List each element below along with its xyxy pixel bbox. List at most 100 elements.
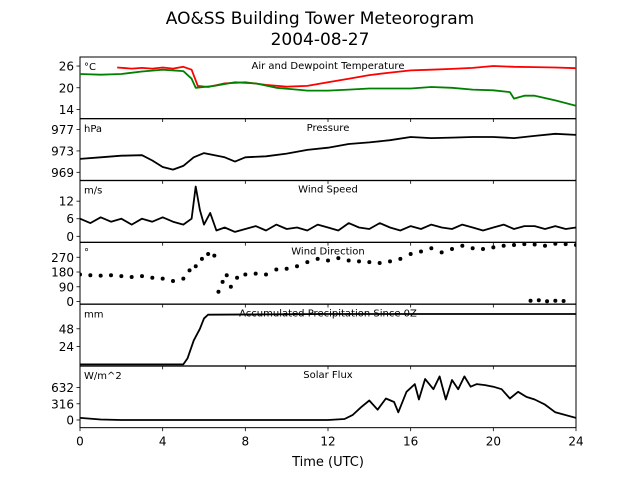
data-point <box>295 264 299 269</box>
data-point <box>528 298 533 303</box>
y-tick-label: 969 <box>51 166 74 180</box>
y-tick-label: 977 <box>51 123 74 137</box>
data-point <box>439 250 444 255</box>
y-tick-label: 20 <box>59 81 74 95</box>
y-tick-label: 24 <box>59 340 74 354</box>
data-point <box>326 258 330 263</box>
panel-unit-label: m/s <box>84 186 102 197</box>
y-tick-label: 316 <box>51 397 74 411</box>
data-point <box>171 279 175 284</box>
data-point <box>315 256 320 261</box>
data-point <box>346 258 351 263</box>
figure-title: AO&SS Building Tower Meteorogram <box>166 9 474 29</box>
data-point <box>512 242 516 247</box>
data-point <box>160 276 165 281</box>
data-point <box>481 247 485 252</box>
data-point <box>419 249 423 254</box>
data-point <box>408 251 413 256</box>
data-point <box>429 246 434 251</box>
x-tick-label: 24 <box>568 435 583 449</box>
data-point <box>274 267 279 272</box>
series-line-1 <box>80 132 576 171</box>
data-point <box>501 243 506 248</box>
x-tick-label: 16 <box>403 435 418 449</box>
data-point <box>253 271 258 276</box>
data-point <box>129 274 134 279</box>
data-point <box>561 299 566 304</box>
panel-data <box>80 185 576 233</box>
panel-title: Wind Direction <box>291 247 365 258</box>
data-point <box>235 275 240 280</box>
data-point <box>553 298 558 303</box>
y-tick-label: 26 <box>59 60 74 74</box>
panel-stack: 14 20 26 °C Air and Dewpoint Temperature 969 9… <box>51 56 577 432</box>
y-tick-label: 12 <box>59 195 74 209</box>
data-point <box>563 242 568 247</box>
series-line-1 <box>80 185 576 233</box>
data-point <box>206 251 211 256</box>
series-line-1 <box>80 313 576 366</box>
series-line-1 <box>117 65 576 88</box>
panel-unit-label: W/m^2 <box>84 371 122 382</box>
panel-data <box>80 313 576 366</box>
data-point <box>80 272 82 277</box>
data-point <box>264 272 268 277</box>
panel-data <box>80 65 576 107</box>
y-tick-label: 48 <box>59 322 74 336</box>
data-point <box>470 246 475 251</box>
data-point <box>357 259 361 264</box>
data-point <box>553 242 558 246</box>
data-point <box>181 276 186 281</box>
panel-data <box>80 375 576 421</box>
figure-subtitle: 2004-08-27 <box>271 30 370 50</box>
y-tick-label: 270 <box>51 251 74 265</box>
y-tick-label: 973 <box>51 144 74 158</box>
data-point <box>220 279 225 284</box>
data-point <box>491 245 496 250</box>
data-point <box>199 256 204 261</box>
data-point <box>228 284 233 289</box>
panel-title: Wind Speed <box>298 185 358 196</box>
x-tick-label: 0 <box>76 435 84 449</box>
panel-title: Pressure <box>307 123 350 134</box>
data-point <box>243 272 248 277</box>
data-point <box>532 242 537 247</box>
x-tick-label: 4 <box>159 435 167 449</box>
data-point <box>450 247 454 252</box>
data-point <box>398 256 403 261</box>
x-tick-label: 12 <box>320 435 335 449</box>
data-point <box>224 273 229 278</box>
series-line-2 <box>80 68 576 107</box>
panel-unit-label: mm <box>84 309 103 320</box>
data-point <box>545 299 550 304</box>
panel-unit-label: hPa <box>84 124 102 135</box>
x-tick-label: 8 <box>242 435 250 449</box>
data-point <box>536 298 541 303</box>
y-tick-label: 632 <box>51 381 74 395</box>
data-point <box>460 243 465 248</box>
y-tick-label: 6 <box>66 212 74 226</box>
data-point <box>88 273 93 278</box>
y-tick-label: 0 <box>66 230 74 244</box>
y-tick-label: 180 <box>51 266 74 280</box>
y-tick-label: 90 <box>59 280 74 294</box>
data-point <box>150 275 155 280</box>
x-tick-label: 20 <box>486 435 501 449</box>
panel-title: Solar Flux <box>303 370 353 381</box>
panel-data <box>80 242 576 304</box>
data-point <box>377 261 382 265</box>
data-point <box>543 243 547 248</box>
data-point <box>284 266 289 271</box>
data-point <box>98 273 103 278</box>
panel-data <box>80 132 576 171</box>
data-point <box>388 259 392 264</box>
data-point <box>336 256 341 261</box>
y-tick-label: 0 <box>66 295 74 309</box>
data-point <box>109 273 113 278</box>
data-point <box>140 274 144 279</box>
panel-title: Air and Dewpoint Temperature <box>252 61 405 72</box>
panel-6: 0 316 632 W/m^2 Solar Flux <box>51 365 577 432</box>
series-line-1 <box>80 375 576 421</box>
data-point <box>193 264 198 269</box>
